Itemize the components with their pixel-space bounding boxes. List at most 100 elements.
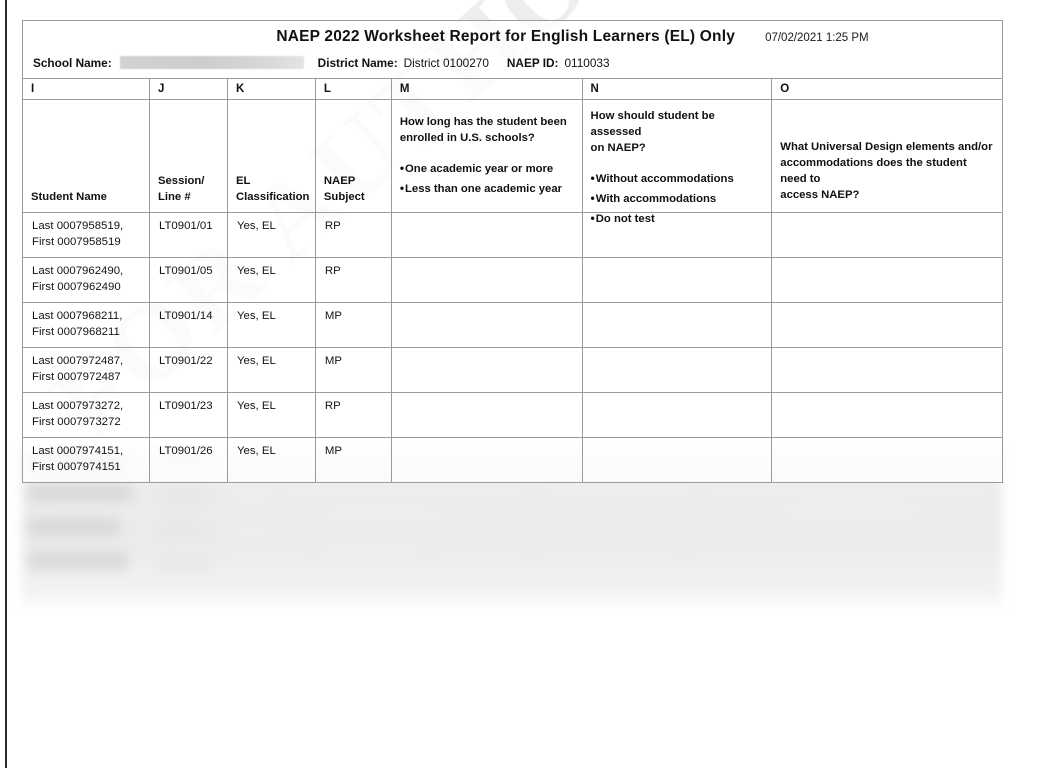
table-row[interactable]: Last 0007974151, First 0007974151 LT0901… xyxy=(22,436,1003,483)
cell-universal-design-answer[interactable] xyxy=(771,301,1003,348)
student-name-first: First 0007968211 xyxy=(32,325,120,338)
naep-id-value: 0110033 xyxy=(564,55,610,70)
cell-session-line: LT0901/22 xyxy=(148,346,228,393)
column-header-row: Student Name Session/ Line # EL Classifi… xyxy=(22,99,1003,225)
table-row[interactable]: Last 0007968211, First 0007968211 LT0901… xyxy=(22,301,1003,348)
cell-naep-subject: MP xyxy=(314,436,392,483)
cell-student-name: Last 0007968211, First 0007968211 xyxy=(22,301,150,348)
cell-enrollment-answer[interactable] xyxy=(390,212,583,258)
header-naep-subject-1: NAEP xyxy=(323,174,356,187)
student-name-last: Last 0007972487, xyxy=(32,354,124,367)
cell-session-line: LT0901/01 xyxy=(148,212,228,258)
header-el-classification: EL Classification xyxy=(226,99,316,213)
column-letter-k: K xyxy=(226,78,316,100)
header-assessment-prompt-2: on NAEP? xyxy=(590,142,646,155)
district-name-value: District 0100270 xyxy=(403,55,489,70)
student-name-last: Last 0007968211, xyxy=(32,309,123,322)
cell-student-name: Last 0007972487, First 0007972487 xyxy=(22,346,150,393)
district-name-label: District Name: xyxy=(317,55,398,70)
cell-session-line: LT0901/23 xyxy=(148,391,228,438)
cell-universal-design-answer[interactable] xyxy=(771,346,1003,393)
header-assessment-option-1: With accommodations xyxy=(591,189,766,209)
cell-universal-design-answer[interactable] xyxy=(771,212,1003,258)
student-name-last: Last 0007974151, xyxy=(32,444,124,457)
student-name-first: First 0007973272 xyxy=(32,415,121,428)
report-timestamp: 07/02/2021 1:25 PM xyxy=(765,32,869,44)
cell-naep-subject: MP xyxy=(314,301,392,348)
header-assessment-option-0: Without accommodations xyxy=(591,169,766,189)
column-letter-j: J xyxy=(148,78,228,100)
cell-naep-subject: RP xyxy=(314,212,392,258)
report-title-row: NAEP 2022 Worksheet Report for English L… xyxy=(22,20,1003,52)
cell-universal-design-answer[interactable] xyxy=(771,436,1003,483)
student-name-first: First 0007962490 xyxy=(32,280,121,293)
header-enrollment-prompt-2: enrolled in U.S. schools? xyxy=(399,132,535,145)
column-letter-n: N xyxy=(581,78,773,100)
cell-el-classification: Yes, EL xyxy=(226,212,316,258)
cell-universal-design-answer[interactable] xyxy=(771,256,1003,303)
column-letter-o: O xyxy=(771,78,1003,100)
header-enrollment-option-0: One academic year or more xyxy=(400,159,576,179)
cell-assessment-answer[interactable] xyxy=(581,391,773,438)
report-meta-cell: School Name: District Name: District 010… xyxy=(22,51,1003,79)
cell-el-classification: Yes, EL xyxy=(226,256,316,303)
cell-el-classification: Yes, EL xyxy=(226,301,316,348)
header-assessment-prompt-1: How should student be assessed xyxy=(590,110,715,139)
cell-student-name: Last 0007974151, First 0007974151 xyxy=(22,436,150,483)
cell-assessment-answer[interactable] xyxy=(581,256,773,303)
page-title: NAEP 2022 Worksheet Report for English L… xyxy=(276,28,736,45)
cell-session-line: LT0901/26 xyxy=(148,436,228,483)
cell-enrollment-answer[interactable] xyxy=(390,256,583,303)
school-name-redacted-value xyxy=(119,56,304,69)
cell-naep-subject: RP xyxy=(314,391,392,438)
column-letter-l: L xyxy=(314,78,392,100)
header-student-name: Student Name xyxy=(22,99,150,213)
cell-naep-subject: MP xyxy=(314,346,392,393)
header-universal-design-1: What Universal Design elements and/or xyxy=(780,140,993,153)
cell-el-classification: Yes, EL xyxy=(226,436,316,483)
header-naep-subject: NAEP Subject xyxy=(314,99,392,213)
worksheet-report-table: NAEP 2022 Worksheet Report for English L… xyxy=(22,20,1003,483)
cell-enrollment-answer[interactable] xyxy=(390,436,583,483)
cell-student-name: Last 0007973272, First 0007973272 xyxy=(22,391,150,438)
cell-naep-subject: RP xyxy=(314,256,392,303)
header-enrollment-option-1: Less than one academic year xyxy=(400,179,576,199)
cell-assessment-answer[interactable] xyxy=(581,346,773,393)
student-name-last: Last 0007973272, xyxy=(32,399,124,412)
cell-el-classification: Yes, EL xyxy=(226,391,316,438)
naep-id-label: NAEP ID: xyxy=(506,55,559,70)
student-name-first: First 0007974151 xyxy=(32,460,121,473)
header-naep-subject-2: Subject xyxy=(323,190,365,203)
cell-assessment-answer[interactable] xyxy=(581,436,773,483)
cell-universal-design-answer[interactable] xyxy=(771,391,1003,438)
table-row[interactable]: Last 0007972487, First 0007972487 LT0901… xyxy=(22,346,1003,393)
header-session-line: Session/ Line # xyxy=(148,99,228,213)
cell-enrollment-answer[interactable] xyxy=(390,301,583,348)
cell-session-line: LT0901/14 xyxy=(148,301,228,348)
header-session-line-1: Session/ xyxy=(157,174,205,187)
header-enrollment-prompt-1: How long has the student been xyxy=(399,116,567,128)
cell-student-name: Last 0007962490, First 0007962490 xyxy=(22,256,150,303)
column-letter-m: M xyxy=(390,78,583,100)
column-letter-row: I J K L M N O xyxy=(22,78,1003,100)
header-el-classification-2: Classification xyxy=(235,190,310,203)
cell-assessment-answer[interactable] xyxy=(581,301,773,348)
header-session-line-2: Line # xyxy=(157,190,191,203)
cell-student-name: Last 0007958519, First 0007958519 xyxy=(22,212,150,258)
student-name-first: First 0007958519 xyxy=(32,235,121,248)
report-title-cell: NAEP 2022 Worksheet Report for English L… xyxy=(22,20,1003,52)
left-margin-rule xyxy=(5,0,7,768)
report-meta-row: School Name: District Name: District 010… xyxy=(22,51,1003,79)
table-row[interactable]: Last 0007973272, First 0007973272 LT0901… xyxy=(22,391,1003,438)
table-row[interactable]: Last 0007962490, First 0007962490 LT0901… xyxy=(22,256,1003,303)
header-assessment-option-2: Do not test xyxy=(591,209,766,229)
cell-enrollment-answer[interactable] xyxy=(390,391,583,438)
cell-enrollment-answer[interactable] xyxy=(390,346,583,393)
table-row[interactable]: Last 0007958519, First 0007958519 LT0901… xyxy=(22,212,1003,258)
header-assessment-question: How should student be assessed on NAEP? … xyxy=(581,99,773,225)
column-letter-i: I xyxy=(22,78,150,100)
student-name-last: Last 0007958519, xyxy=(32,220,124,232)
header-universal-design-3: access NAEP? xyxy=(780,188,860,201)
header-enrollment-question: How long has the student been enrolled i… xyxy=(390,99,583,213)
header-el-classification-1: EL xyxy=(235,174,251,187)
